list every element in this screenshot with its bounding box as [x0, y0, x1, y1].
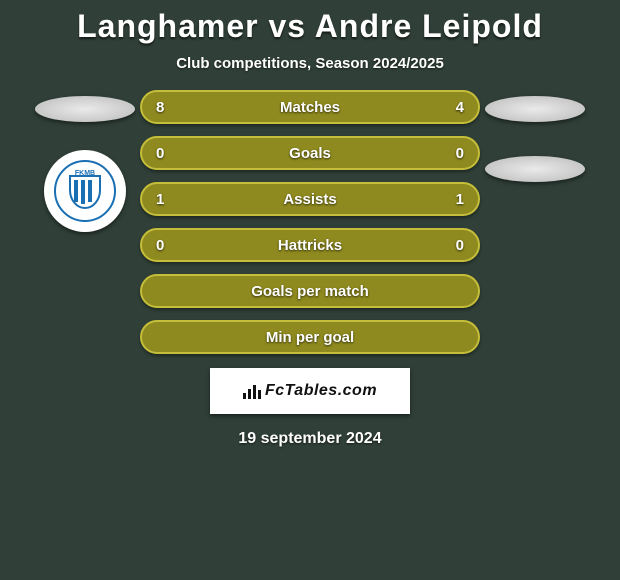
stat-value-left: 8: [156, 99, 176, 116]
left-column: FKMB: [30, 90, 140, 232]
stat-label: Min per goal: [142, 329, 478, 346]
bar-chart-icon: [243, 383, 261, 399]
comparison-card: Langhamer vs Andre Leipold Club competit…: [0, 0, 620, 448]
stat-label: Hattricks: [142, 237, 478, 254]
stat-bar-matches: 8Matches4: [140, 90, 480, 124]
stat-bar-min-per-goal: Min per goal: [140, 320, 480, 354]
stat-value-right: 0: [444, 237, 464, 254]
stat-value-right: 4: [444, 99, 464, 116]
branding-label: FcTables.com: [243, 382, 377, 400]
stat-value-left: 0: [156, 237, 176, 254]
right-column: [480, 90, 590, 182]
stat-value-left: 0: [156, 145, 176, 162]
date-label: 19 september 2024: [238, 430, 381, 448]
stat-value-left: 1: [156, 191, 176, 208]
stat-value-right: 1: [444, 191, 464, 208]
main-row: FKMB 8Matches40Goals01Assists10Hattricks…: [0, 90, 620, 354]
branding-box[interactable]: FcTables.com: [210, 368, 410, 414]
player-photo-placeholder-right-2: [485, 156, 585, 182]
stats-column: 8Matches40Goals01Assists10Hattricks0Goal…: [140, 90, 480, 354]
stat-bar-goals-per-match: Goals per match: [140, 274, 480, 308]
stat-label: Matches: [142, 99, 478, 116]
player-photo-placeholder-left: [35, 96, 135, 122]
stat-bar-goals: 0Goals0: [140, 136, 480, 170]
svg-text:FKMB: FKMB: [75, 170, 95, 177]
stat-bar-hattricks: 0Hattricks0: [140, 228, 480, 262]
page-title: Langhamer vs Andre Leipold: [77, 8, 543, 45]
stat-label: Goals per match: [142, 283, 478, 300]
stat-label: Assists: [142, 191, 478, 208]
club-logo-left: FKMB: [44, 150, 126, 232]
subtitle: Club competitions, Season 2024/2025: [176, 55, 444, 72]
stat-value-right: 0: [444, 145, 464, 162]
player-photo-placeholder-right-1: [485, 96, 585, 122]
branding-text: FcTables.com: [265, 382, 377, 400]
stat-bar-assists: 1Assists1: [140, 182, 480, 216]
stat-label: Goals: [142, 145, 478, 162]
fkmb-shield-icon: FKMB: [54, 160, 116, 222]
